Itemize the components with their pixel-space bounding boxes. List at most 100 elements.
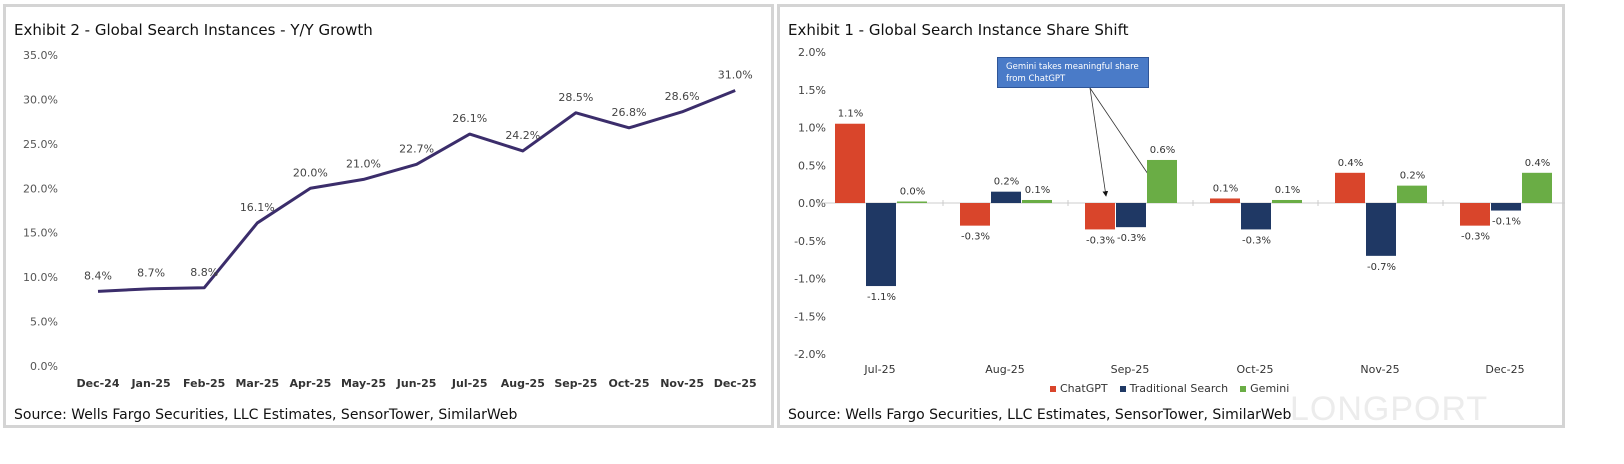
bar-chatgpt: [1460, 203, 1490, 226]
x-tick-label: Aug-25: [985, 363, 1024, 376]
bar-traditional-search: [1116, 203, 1146, 228]
line-chart-panel: Exhibit 2 - Global Search Instances - Y/…: [3, 4, 774, 428]
data-label: -0.3%: [1117, 233, 1146, 244]
bar-chatgpt: [1085, 203, 1115, 230]
legend-label: Traditional Search: [1129, 382, 1229, 395]
data-label: 31.0%: [718, 69, 753, 82]
bar-traditional-search: [1366, 203, 1396, 256]
bar-chatgpt: [1210, 198, 1240, 203]
annotation-callout: Gemini takes meaningful share from ChatG…: [997, 57, 1149, 88]
data-label: 0.4%: [1338, 158, 1363, 169]
data-label: 0.1%: [1275, 185, 1300, 196]
x-tick-label: Jul-25: [451, 377, 488, 390]
data-label: 22.7%: [399, 142, 434, 155]
legend-item: Traditional Search: [1119, 382, 1229, 395]
x-tick-label: Jul-25: [863, 363, 895, 376]
x-tick-label: Oct-25: [608, 377, 649, 390]
legend-swatch: [1240, 386, 1247, 392]
legend: ChatGPT Traditional Search Gemini: [1050, 382, 1289, 395]
legend-item: ChatGPT: [1050, 382, 1108, 395]
bar-gemini: [1022, 199, 1052, 203]
y-tick-label: 10.0%: [23, 271, 58, 284]
y-tick-label: 1.5%: [798, 84, 826, 97]
data-label: 16.1%: [240, 201, 275, 214]
data-label: 0.2%: [994, 177, 1019, 188]
data-label: 24.2%: [505, 129, 540, 142]
data-label: 8.4%: [84, 269, 112, 282]
data-label: 8.7%: [137, 267, 165, 280]
y-tick-label: -1.5%: [794, 310, 826, 323]
data-label: -0.3%: [1242, 235, 1271, 246]
x-tick-label: Sep-25: [554, 377, 597, 390]
data-label: -0.1%: [1492, 217, 1521, 228]
bar-gemini: [1272, 199, 1302, 203]
bar-chatgpt: [960, 203, 990, 226]
data-label: 0.0%: [900, 186, 925, 197]
y-tick-label: 20.0%: [23, 182, 58, 195]
y-tick-label: 15.0%: [23, 227, 58, 240]
bar-traditional-search: [991, 191, 1021, 203]
chart-title: Exhibit 2 - Global Search Instances - Y/…: [14, 21, 373, 39]
data-label: -0.3%: [961, 232, 990, 243]
data-label: -0.3%: [1086, 235, 1115, 246]
data-label: 20.0%: [293, 166, 328, 179]
legend-label: Gemini: [1250, 382, 1290, 395]
x-tick-label: Jun-25: [396, 377, 437, 390]
x-tick-label: Dec-25: [1485, 363, 1524, 376]
data-label: 8.8%: [190, 266, 218, 279]
x-tick-label: Dec-24: [77, 377, 120, 390]
data-label: 28.6%: [665, 90, 700, 103]
y-tick-label: -0.5%: [794, 235, 826, 248]
x-tick-label: Aug-25: [501, 377, 545, 390]
bar-chart-panel: Exhibit 1 - Global Search Instance Share…: [777, 4, 1565, 428]
legend-swatch: [1119, 386, 1126, 392]
bar-gemini: [1397, 185, 1427, 203]
data-label: 26.1%: [452, 112, 487, 125]
y-tick-label: 0.0%: [30, 360, 58, 373]
y-tick-label: -2.0%: [794, 348, 826, 361]
data-label: 21.0%: [346, 157, 381, 170]
x-tick-label: May-25: [341, 377, 386, 390]
watermark: LONGPORT: [1290, 390, 1489, 428]
legend-item: Gemini: [1240, 382, 1289, 395]
y-tick-label: 1.0%: [798, 122, 826, 135]
y-tick-label: 25.0%: [23, 138, 58, 151]
data-label: 0.1%: [1213, 183, 1238, 194]
x-tick-label: Apr-25: [290, 377, 332, 390]
y-tick-label: 5.0%: [30, 316, 58, 329]
chart-title: Exhibit 1 - Global Search Instance Share…: [788, 21, 1129, 39]
bar-chatgpt: [1335, 172, 1365, 203]
x-tick-label: Jan-25: [130, 377, 170, 390]
y-tick-label: 30.0%: [23, 93, 58, 106]
data-label: 0.1%: [1025, 185, 1050, 196]
y-tick-label: -1.0%: [794, 273, 826, 286]
annotation-arrow: [1089, 87, 1153, 181]
legend-swatch: [1050, 386, 1056, 392]
x-tick-label: Nov-25: [1360, 363, 1399, 376]
data-label: -0.7%: [1367, 262, 1396, 273]
data-label: -0.3%: [1461, 232, 1490, 243]
y-tick-label: 0.0%: [798, 197, 826, 210]
data-label: 0.6%: [1150, 145, 1175, 156]
data-label: 28.5%: [558, 91, 593, 104]
bar-gemini: [897, 201, 927, 203]
data-label: 1.1%: [838, 109, 863, 120]
bar-traditional-search: [866, 203, 896, 287]
y-tick-label: 0.5%: [798, 159, 826, 172]
data-label: 0.2%: [1400, 171, 1425, 182]
bar-traditional-search: [1241, 203, 1271, 230]
y-tick-label: 35.0%: [23, 49, 58, 62]
y-tick-label: 2.0%: [798, 46, 826, 59]
x-tick-label: Nov-25: [660, 377, 704, 390]
data-label: 0.4%: [1525, 158, 1550, 169]
series-line: [97, 89, 736, 293]
data-label: -1.1%: [867, 292, 896, 303]
data-label: 26.8%: [612, 106, 647, 119]
annotation-arrow: [1089, 87, 1109, 197]
x-tick-label: Mar-25: [235, 377, 279, 390]
bar-traditional-search: [1491, 203, 1521, 211]
x-tick-label: Feb-25: [183, 377, 225, 390]
x-tick-label: Dec-25: [714, 377, 757, 390]
bar-gemini: [1147, 159, 1177, 203]
